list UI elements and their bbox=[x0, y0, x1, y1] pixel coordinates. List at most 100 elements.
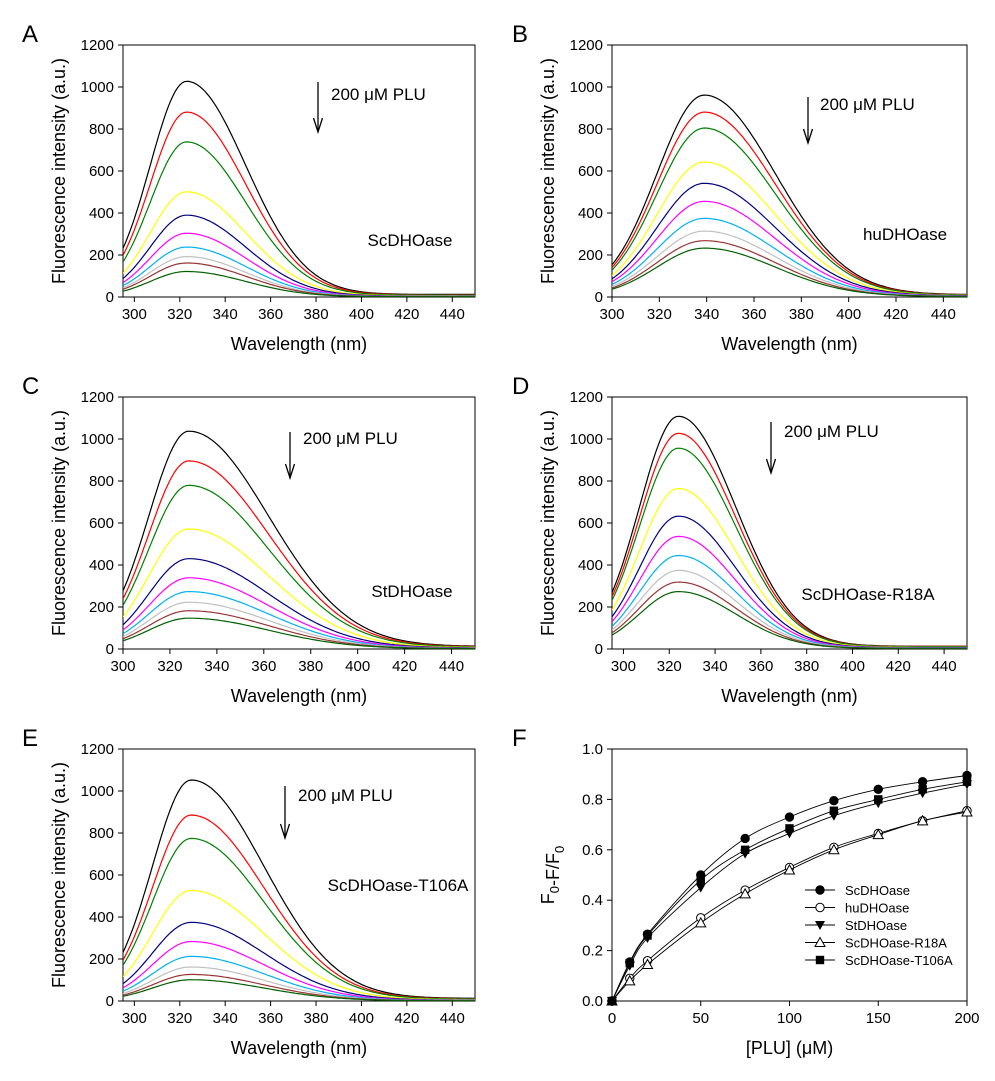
y-tick-label: 1200 bbox=[81, 37, 114, 54]
panel-letter: B bbox=[512, 21, 528, 48]
legend-label: ScDHOase-T106A bbox=[845, 953, 953, 968]
y-tick-label: 0 bbox=[595, 641, 603, 658]
x-tick-label: 420 bbox=[394, 306, 419, 323]
x-axis-label: [PLU] (μM) bbox=[746, 1038, 833, 1058]
spectrum-line-3 bbox=[612, 127, 967, 296]
spectrum-line-2 bbox=[123, 814, 475, 1000]
y-axis-label: Fluorescence intensity (a.u.) bbox=[538, 410, 558, 636]
data-point bbox=[828, 843, 840, 855]
fit-line bbox=[611, 781, 968, 1002]
spectrum-line-4 bbox=[612, 487, 967, 648]
x-tick-label: 400 bbox=[840, 658, 865, 675]
plu-annotation: 200 μM PLU bbox=[331, 85, 426, 104]
data-point bbox=[695, 883, 706, 893]
enzyme-label: StDHOase bbox=[371, 582, 452, 601]
y-tick-label: 1000 bbox=[570, 79, 603, 96]
data-point bbox=[962, 777, 972, 786]
x-tick-label: 380 bbox=[304, 1010, 329, 1027]
y-tick-label: 1200 bbox=[570, 37, 603, 54]
data-point bbox=[739, 887, 751, 899]
y-tick-label: 0 bbox=[106, 289, 114, 306]
spectrum-line-8 bbox=[123, 601, 475, 649]
x-tick-label: 300 bbox=[611, 658, 636, 675]
y-axis-label: Fluorescence intensity (a.u.) bbox=[49, 58, 69, 284]
y-tick-label: 800 bbox=[89, 121, 114, 138]
legend-marker bbox=[815, 921, 825, 930]
plu-annotation: 200 μM PLU bbox=[303, 429, 398, 448]
series-group bbox=[123, 80, 475, 297]
x-tick-label: 400 bbox=[349, 1010, 374, 1027]
legend-marker bbox=[815, 885, 825, 895]
legend-label: StDHOase bbox=[845, 918, 907, 933]
fit-line bbox=[611, 811, 968, 1002]
x-axis-label: Wavelength (nm) bbox=[231, 334, 367, 354]
y-tick-label: 1.0 bbox=[582, 741, 603, 758]
y-tick-label: 1000 bbox=[81, 79, 114, 96]
y-tick-label: 600 bbox=[578, 163, 603, 180]
x-tick-label: 380 bbox=[298, 658, 323, 675]
y-tick-label: 400 bbox=[89, 909, 114, 926]
y-tick-label: 200 bbox=[89, 247, 114, 264]
plot-frame bbox=[611, 44, 968, 298]
y-tick-label: 1000 bbox=[81, 431, 114, 448]
spectrum-line-5 bbox=[123, 214, 475, 297]
y-tick-label: 0.6 bbox=[582, 842, 603, 859]
y-tick-label: 0 bbox=[595, 289, 603, 306]
panel-a: A 300 320 340 360 380 400 420 440 0 200 400 600 800 10… bbox=[22, 21, 476, 354]
series-scdhoase bbox=[607, 770, 972, 1006]
fit-line bbox=[611, 775, 968, 1002]
y-tick-label: 0.0 bbox=[582, 993, 603, 1010]
spectrum-line-10 bbox=[612, 590, 967, 649]
spectrum-line-10 bbox=[612, 247, 967, 297]
panel-letter: F bbox=[512, 725, 527, 752]
x-tick-label: 360 bbox=[748, 658, 773, 675]
enzyme-label: ScDHOase-R18A bbox=[801, 585, 935, 604]
x-tick-label: 320 bbox=[157, 658, 182, 675]
data-point bbox=[696, 875, 705, 885]
series-scdhoase-r18a bbox=[606, 805, 973, 1006]
label-part: F bbox=[538, 893, 558, 904]
spectrum-line-4 bbox=[123, 528, 475, 648]
x-axis-label: Wavelength (nm) bbox=[231, 1038, 367, 1058]
y-tick-label: 400 bbox=[578, 557, 603, 574]
x-tick-label: 320 bbox=[647, 306, 672, 323]
legend-label: huDHOase bbox=[845, 901, 909, 916]
x-tick-label: 420 bbox=[394, 1010, 419, 1027]
panel-c: C 300 320 340 360 380 400 420 440 0 200 400 600 800 10… bbox=[22, 373, 476, 706]
data-point bbox=[607, 996, 617, 1006]
spectrum-line-10 bbox=[123, 617, 475, 649]
y-tick-label: 0 bbox=[106, 993, 114, 1010]
y-tick-label: 1000 bbox=[81, 783, 114, 800]
y-tick-label: 0.4 bbox=[582, 892, 603, 909]
data-point bbox=[740, 845, 750, 854]
x-tick-label: 0 bbox=[608, 1010, 616, 1027]
spectrum-line-8 bbox=[123, 966, 475, 1001]
y-tick-label: 600 bbox=[578, 515, 603, 532]
down-arrow-head bbox=[802, 128, 814, 146]
spectrum-line-2 bbox=[612, 111, 967, 296]
data-point bbox=[874, 795, 883, 804]
down-arrow-head bbox=[284, 463, 296, 481]
data-point bbox=[829, 806, 839, 815]
y-tick-label: 600 bbox=[89, 515, 114, 532]
y-axis-label: Fluorescence intensity (a.u.) bbox=[49, 762, 69, 988]
series-group bbox=[123, 430, 475, 649]
x-tick-label: 420 bbox=[886, 658, 911, 675]
plu-annotation: 200 μM PLU bbox=[820, 95, 915, 114]
spectrum-line-10 bbox=[123, 270, 475, 297]
y-tick-label: 200 bbox=[578, 247, 603, 264]
spectrum-line-3 bbox=[123, 484, 475, 648]
x-tick-label: 360 bbox=[741, 306, 766, 323]
x-tick-label: 440 bbox=[440, 1010, 465, 1027]
legend-marker bbox=[815, 955, 825, 965]
data-point bbox=[916, 814, 929, 826]
x-tick-label: 420 bbox=[392, 658, 417, 675]
y-tick-label: 200 bbox=[578, 599, 603, 616]
label-part: -F/F bbox=[543, 853, 563, 886]
spectrum-line-7 bbox=[123, 246, 475, 297]
series-scdhoase-t106a bbox=[607, 777, 972, 1006]
data-point bbox=[961, 805, 973, 817]
y-tick-label: 200 bbox=[89, 951, 114, 968]
y-axis-label: Fluorescence intensity (a.u.) bbox=[538, 58, 558, 284]
y-tick-label: 1200 bbox=[81, 389, 114, 406]
